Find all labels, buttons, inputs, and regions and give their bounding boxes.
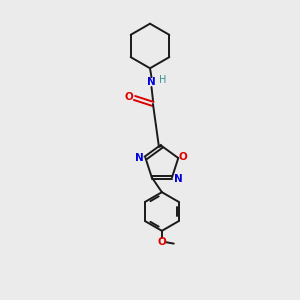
Text: N: N bbox=[147, 76, 156, 87]
Text: O: O bbox=[125, 92, 134, 101]
Text: N: N bbox=[174, 174, 182, 184]
Text: O: O bbox=[179, 152, 188, 162]
Text: H: H bbox=[159, 75, 166, 85]
Text: O: O bbox=[158, 237, 166, 247]
Text: N: N bbox=[135, 153, 144, 163]
